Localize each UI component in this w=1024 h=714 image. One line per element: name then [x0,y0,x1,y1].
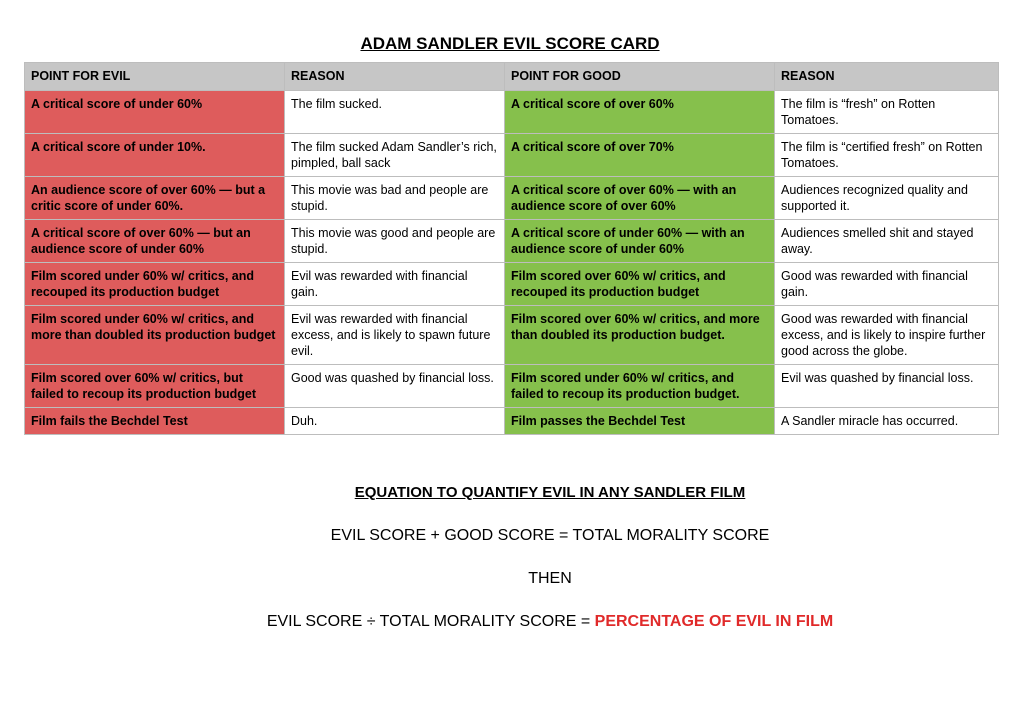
evil-point-cell: Film scored under 60% w/ critics, and re… [24,262,285,306]
table-row: Film scored under 60% w/ critics, and re… [24,262,999,306]
evil-point-cell: A critical score of under 10%. [24,133,285,177]
evil-point-cell: An audience score of over 60% — but a cr… [24,176,285,220]
good-reason-cell: Audiences recognized quality and support… [774,176,999,220]
good-point-cell: A critical score of over 70% [504,133,775,177]
evil-reason-cell: This movie was bad and people are stupid… [284,176,505,220]
page-title: ADAM SANDLER EVIL SCORE CARD [360,34,660,53]
good-reason-cell: The film is “certified fresh” on Rotten … [774,133,999,177]
good-reason-cell: Good was rewarded with financial excess,… [774,305,999,365]
header-good-reason: REASON [774,62,999,91]
evil-reason-cell: Duh. [284,407,505,435]
equation-line-percentage: EVIL SCORE ÷ TOTAL MORALITY SCORE = PERC… [0,613,1024,631]
table-header-row: POINT FOR EVIL REASON POINT FOR GOOD REA… [24,62,999,91]
good-reason-cell: The film is “fresh” on Rotten Tomatoes. [774,90,999,134]
evil-reason-cell: The film sucked Adam Sandler’s rich, pim… [284,133,505,177]
header-point-for-evil: POINT FOR EVIL [24,62,285,91]
evil-reason-cell: Evil was rewarded with financial gain. [284,262,505,306]
equation-result-highlight: PERCENTAGE OF EVIL IN FILM [594,613,834,630]
table-row: Film fails the Bechdel Test Duh. Film pa… [24,407,999,435]
header-point-for-good: POINT FOR GOOD [504,62,775,91]
evil-reason-cell: Evil was rewarded with financial excess,… [284,305,505,365]
equation-heading: EQUATION TO QUANTIFY EVIL IN ANY SANDLER… [354,484,746,501]
equation-then: THEN [528,570,572,587]
good-point-cell: A critical score of over 60% — with an a… [504,176,775,220]
equation-line-total: EVIL SCORE + GOOD SCORE = TOTAL MORALITY… [330,527,770,544]
table-row: An audience score of over 60% — but a cr… [24,176,999,220]
evil-reason-cell: This movie was good and people are stupi… [284,219,505,263]
table-row: Film scored under 60% w/ critics, and mo… [24,305,999,365]
evil-point-cell: A critical score of over 60% — but an au… [24,219,285,263]
good-point-cell: A critical score of over 60% [504,90,775,134]
table-row: A critical score of over 60% — but an au… [24,219,999,263]
evil-point-cell: Film scored over 60% w/ critics, but fai… [24,364,285,408]
good-point-cell: Film scored over 60% w/ critics, and rec… [504,262,775,306]
good-reason-cell: A Sandler miracle has occurred. [774,407,999,435]
good-point-cell: Film scored under 60% w/ critics, and fa… [504,364,775,408]
evil-point-cell: Film fails the Bechdel Test [24,407,285,435]
table-row: A critical score of under 60% The film s… [24,90,999,134]
equation-line-prefix: EVIL SCORE ÷ TOTAL MORALITY SCORE = [266,613,595,630]
good-reason-cell: Good was rewarded with financial gain. [774,262,999,306]
header-evil-reason: REASON [284,62,505,91]
good-point-cell: Film scored over 60% w/ critics, and mor… [504,305,775,365]
evil-reason-cell: Good was quashed by financial loss. [284,364,505,408]
table-row: A critical score of under 10%. The film … [24,133,999,177]
good-reason-cell: Audiences smelled shit and stayed away. [774,219,999,263]
good-point-cell: Film passes the Bechdel Test [504,407,775,435]
evil-point-cell: Film scored under 60% w/ critics, and mo… [24,305,285,365]
score-card-table: POINT FOR EVIL REASON POINT FOR GOOD REA… [24,62,999,435]
good-point-cell: A critical score of under 60% — with an … [504,219,775,263]
good-reason-cell: Evil was quashed by financial loss. [774,364,999,408]
evil-point-cell: A critical score of under 60% [24,90,285,134]
evil-reason-cell: The film sucked. [284,90,505,134]
table-row: Film scored over 60% w/ critics, but fai… [24,364,999,408]
